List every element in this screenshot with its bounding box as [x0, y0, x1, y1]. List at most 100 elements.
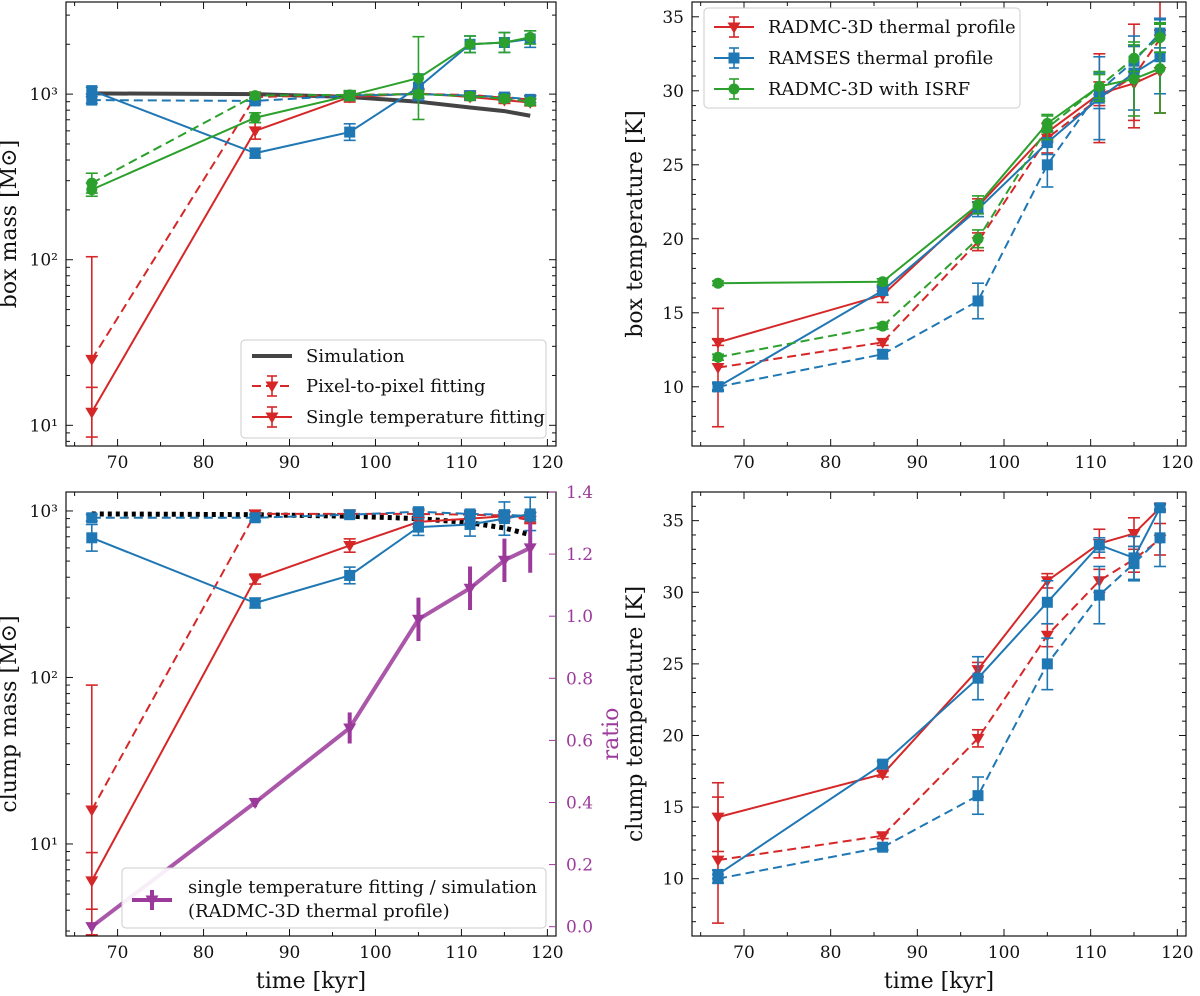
data-point: [498, 509, 510, 521]
x-tick-label: 100: [359, 943, 391, 963]
data-point: [972, 790, 984, 802]
x-tick-label: 120: [1161, 453, 1193, 473]
x-tick-label: 90: [907, 943, 929, 963]
panel-box_mass: 70 80 90 100 110 120 10¹ 10² 10³ box mass [M⊙]: [0, 1, 564, 473]
data-point: [1093, 80, 1105, 92]
legend-label-radmc: RADMC-3D thermal profile: [768, 17, 1016, 38]
data-point: [1154, 532, 1166, 544]
data-point: [972, 672, 984, 684]
y-tick-label: 25: [662, 655, 684, 675]
data-point: [497, 555, 511, 567]
x-tick-label: 100: [988, 943, 1020, 963]
data-point: [463, 583, 477, 595]
x-tick-label: 110: [445, 943, 477, 963]
y-tick-label: 30: [662, 82, 684, 102]
x-tick-label: 80: [193, 943, 215, 963]
legend-label-ratio-sub: (RADMC-3D thermal profile): [188, 901, 450, 922]
data-point: [412, 521, 424, 533]
data-point: [524, 96, 536, 108]
legend-item-pixel: [252, 375, 292, 397]
data-point: [343, 541, 357, 553]
y-tick-label: 20: [662, 230, 684, 250]
series-ramses-single: [712, 502, 1166, 880]
data-point: [249, 597, 261, 609]
data-point: [344, 89, 356, 101]
data-point: [85, 922, 99, 934]
data-point: [498, 93, 510, 105]
data-point: [972, 199, 984, 211]
data-point: [712, 381, 724, 393]
data-point: [1041, 658, 1053, 670]
legend-label-ramses: RAMSES thermal profile: [768, 48, 993, 69]
legend-item-ratio: [132, 890, 172, 910]
x-tick-label: 110: [1074, 453, 1106, 473]
x-tick-label: 110: [445, 453, 477, 473]
legend-swatch-marker: [265, 381, 279, 393]
data-point: [1093, 589, 1105, 601]
data-point: [972, 295, 984, 307]
data-point: [876, 337, 890, 349]
y-tick-label: 15: [662, 798, 684, 818]
data-point: [86, 512, 98, 524]
data-point: [1128, 558, 1140, 570]
data-point: [1041, 159, 1053, 171]
data-point: [412, 72, 424, 84]
data-point: [344, 569, 356, 581]
data-point: [249, 112, 261, 124]
series-isrf-pixel-to-pixel: [85, 88, 537, 194]
legend-swatch-marker: [265, 412, 279, 424]
x-tick-label: 90: [279, 453, 301, 473]
data-point: [1041, 596, 1053, 608]
legend-swatch-marker: [728, 83, 740, 95]
x-tick-label: 120: [531, 943, 563, 963]
x-tick-label: 120: [1161, 943, 1193, 963]
series-radmc-3d-pixel: [711, 522, 1167, 924]
y2-tick-label: 0.6: [566, 731, 593, 751]
y-axis-label: clump temperature [K]: [623, 586, 648, 842]
data-point: [86, 85, 98, 97]
panel-clump_temp: 70 80 90 100 110 120 10 15 20 25 30 35 clump tempera…: [623, 491, 1194, 994]
y-tick-label: 10¹: [30, 416, 58, 436]
y-axis-label: box temperature [K]: [623, 110, 648, 337]
x-tick-label: 80: [193, 453, 215, 473]
x-tick-label: 70: [107, 453, 129, 473]
data-point: [1128, 52, 1140, 64]
data-point: [86, 177, 98, 189]
series-isrf-pixel: [712, 21, 1166, 363]
y2-axis-label: ratio: [599, 708, 624, 761]
series-line: [91, 36, 531, 191]
data-point: [248, 797, 262, 809]
series-line: [717, 507, 1161, 876]
y-tick-label: 30: [662, 583, 684, 603]
x-tick-label: 70: [733, 453, 755, 473]
series-line: [90, 515, 531, 882]
y-tick-label: 10³: [30, 502, 58, 522]
y-tick-label: 10¹: [30, 835, 58, 855]
y-tick-label: 10²: [30, 668, 58, 688]
y-axis-label: clump mass [M⊙]: [0, 615, 22, 812]
data-point: [1154, 63, 1166, 75]
x-tick-label: 90: [279, 943, 301, 963]
data-point: [712, 873, 724, 885]
legend-label-ratio: single temperature fitting / simulation: [188, 877, 537, 898]
legend-swatch-marker: [728, 52, 740, 64]
series-line: [717, 70, 1161, 344]
series-single-temperature-fitting-simulation: [85, 523, 537, 934]
series-line: [717, 538, 1161, 862]
legend-swatch-marker: [727, 22, 741, 34]
data-point: [524, 31, 536, 43]
data-point: [1154, 32, 1166, 44]
data-point: [85, 354, 99, 366]
plot-area: [85, 29, 537, 446]
x-tick-label: 90: [907, 453, 929, 473]
panel-box_temp: 70 80 90 100 110 120 10 15 20 25 30 35 box temperatu…: [623, 1, 1194, 473]
y2-tick-label: 0.8: [566, 669, 593, 689]
y2-tick-label: 0.0: [566, 918, 593, 938]
legend-label-single: Single temperature fitting: [306, 407, 545, 428]
legend-label-simulation: Simulation: [306, 346, 405, 367]
x-tick-label: 100: [359, 453, 391, 473]
y-tick-label: 10²: [30, 251, 58, 271]
data-point: [1040, 630, 1054, 642]
y2-tick-label: 1.0: [566, 607, 593, 627]
